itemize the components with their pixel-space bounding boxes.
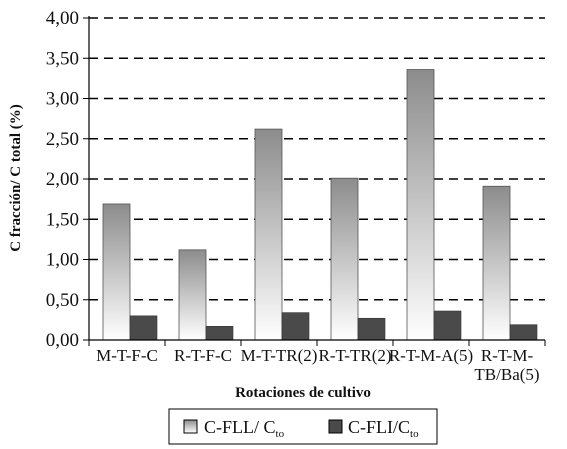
- bar-series-2: [357, 317, 386, 341]
- x-category-label: TB/Ba(5): [474, 365, 539, 384]
- axes: [83, 16, 546, 346]
- x-category-label: R-T-M-A(5): [389, 346, 473, 365]
- bar-series-2: [129, 315, 158, 341]
- y-axis-title: C fracción/ C total (%): [8, 104, 24, 251]
- y-tick-labels: 0,00 0,50 1,00 1,50 2,00 2,50 3,00 3,50 4,00: [46, 8, 79, 351]
- bars: [102, 69, 538, 341]
- bar-series-1: [254, 128, 283, 341]
- y-tick-label: 0,50: [46, 290, 79, 311]
- legend-subscript-series-2: to: [410, 428, 419, 440]
- y-tick-label: 3,00: [46, 89, 79, 110]
- x-category-labels: M-T-F-C R-T-F-C M-T-TR(2) R-T-TR(2)R-T-M-A(…: [96, 346, 539, 384]
- y-tick-label: 1,50: [46, 209, 79, 230]
- y-tick-label: 1,00: [46, 250, 79, 271]
- legend-label-series-1: C-FLL/ Cto: [204, 417, 285, 440]
- x-axis-title: Rotaciones de cultivo: [235, 385, 371, 401]
- bar-series-2: [433, 310, 462, 341]
- bar-series-1: [102, 203, 131, 341]
- bar-series-1: [482, 185, 511, 341]
- legend-label-series-2: C-FLI/Cto: [348, 417, 419, 440]
- legend-subscript-series-1: to: [276, 428, 285, 440]
- bar-series-1: [406, 69, 435, 341]
- x-category-label: R-T-M-: [481, 346, 534, 365]
- x-category-label: R-T-F-C: [174, 346, 232, 365]
- legend-swatch-series-1: [183, 419, 198, 434]
- bar-series-2: [509, 324, 538, 341]
- bar-series-1: [178, 249, 207, 341]
- x-category-label: R-T-TR(2): [318, 346, 391, 365]
- legend: C-FLL/ Cto C-FLI/Cto: [168, 408, 438, 445]
- bar-series-2: [281, 312, 310, 341]
- y-tick-label: 2,00: [46, 169, 79, 190]
- bar-series-1: [330, 177, 359, 341]
- y-tick-label: 2,50: [46, 129, 79, 150]
- legend-box: [168, 408, 438, 445]
- gridlines: [89, 17, 545, 301]
- y-tick-label: 4,00: [46, 8, 79, 29]
- x-category-label: M-T-TR(2): [241, 346, 318, 365]
- y-tick-label: 0,00: [46, 330, 79, 351]
- y-tick-label: 3,50: [46, 48, 79, 69]
- bar-series-2: [205, 326, 234, 341]
- legend-swatch-series-2: [328, 419, 343, 434]
- x-category-label: M-T-F-C: [96, 346, 158, 365]
